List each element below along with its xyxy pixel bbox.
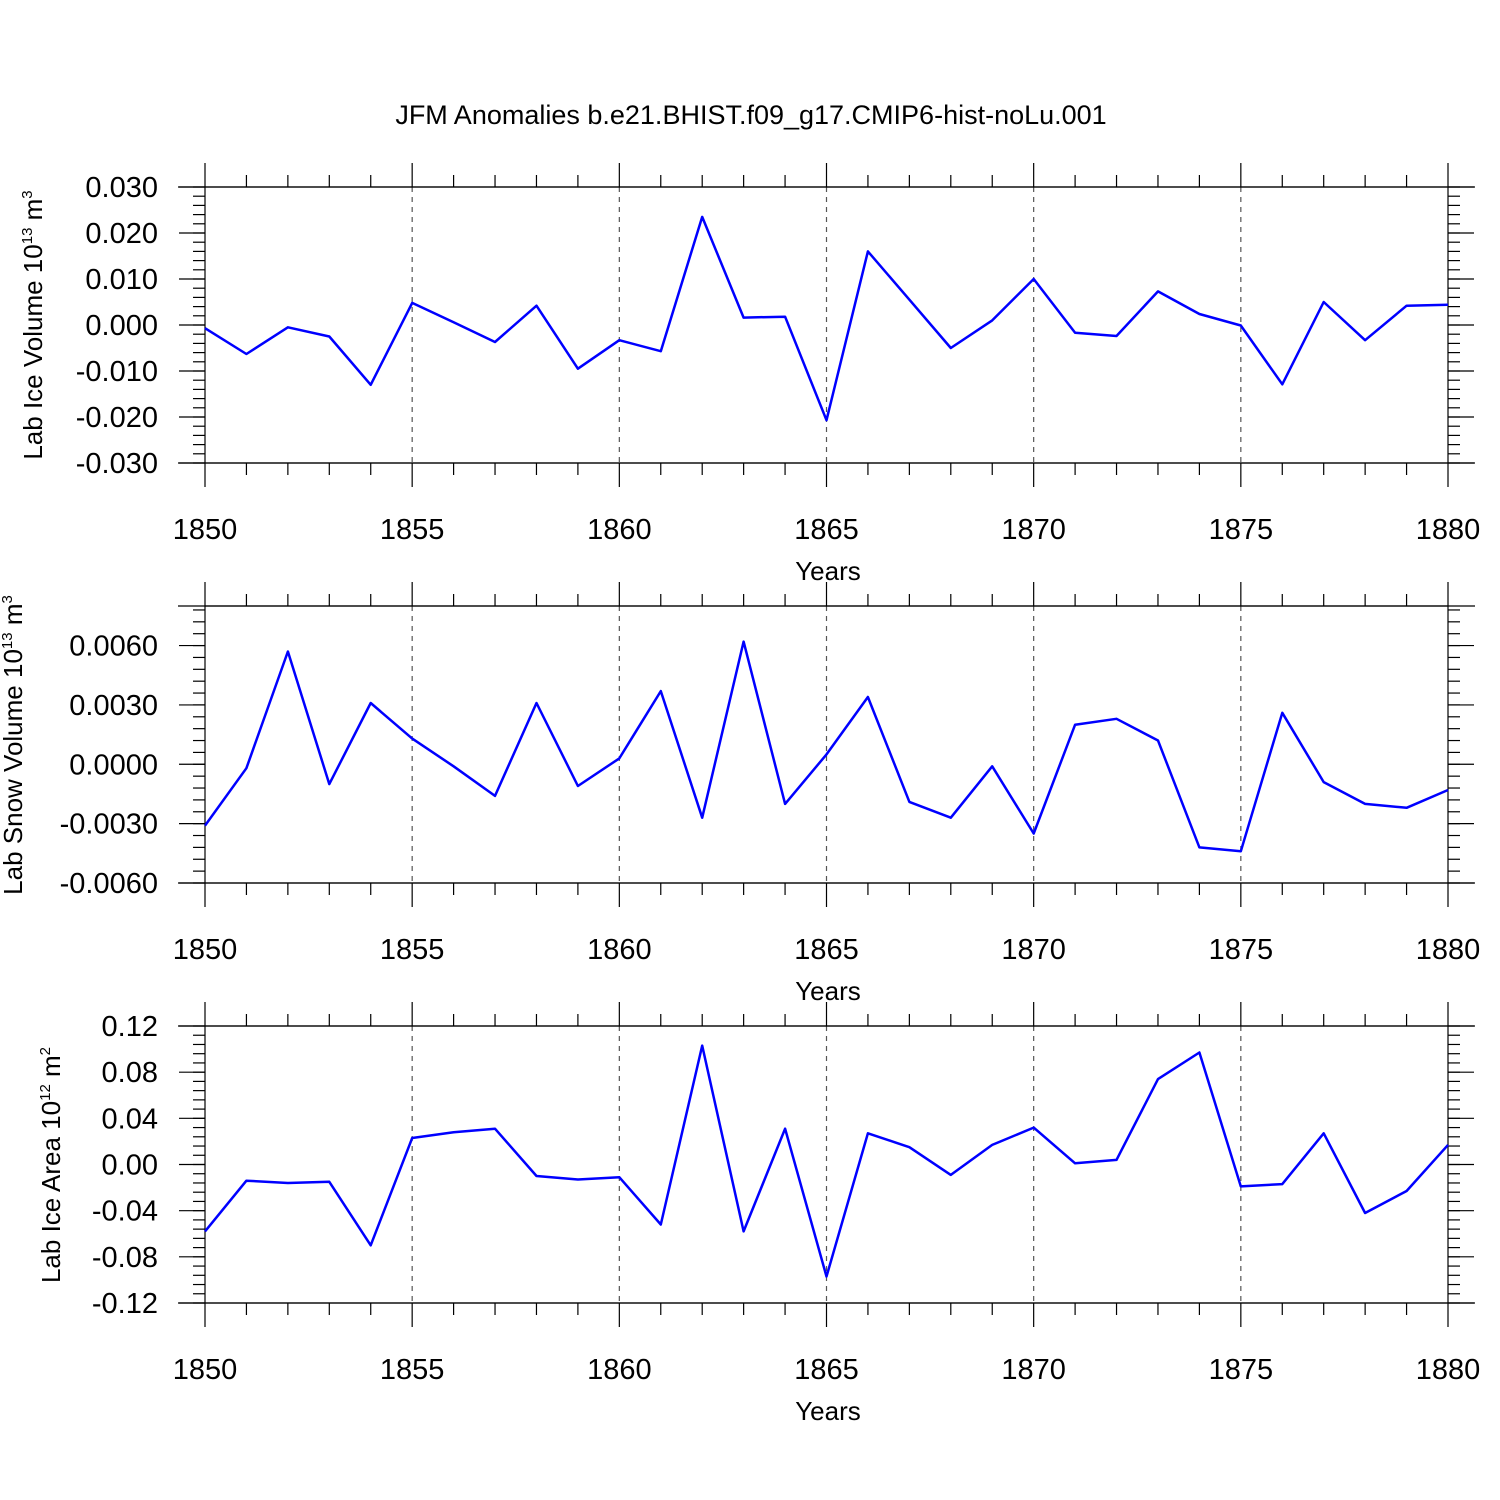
- series-line: [204, 215, 1449, 422]
- x-tick-label: 1865: [794, 514, 859, 546]
- y-tick-label: 0.000: [85, 310, 158, 342]
- x-tick-label: 1880: [1416, 1354, 1481, 1386]
- x-axis-title: Years: [795, 976, 861, 1006]
- y-tick-label: 0.0030: [69, 690, 158, 722]
- x-tick-label: 1880: [1416, 934, 1481, 966]
- y-tick-label: 0.020: [85, 218, 158, 250]
- x-tick-label: 1850: [173, 1354, 238, 1386]
- y-tick-label: -0.0030: [60, 809, 158, 841]
- y-tick-label: -0.04: [92, 1196, 158, 1228]
- y-tick-label: 0.0000: [69, 749, 158, 781]
- x-axis-title: Years: [795, 1396, 861, 1426]
- y-tick-label: 0.010: [85, 264, 158, 296]
- y-tick-label: -0.020: [76, 402, 158, 434]
- x-tick-label: 1855: [380, 934, 445, 966]
- y-tick-label: 0.12: [102, 1011, 158, 1043]
- x-tick-label: 1855: [380, 1354, 445, 1386]
- panel-3: -0.12 -0.08 -0.04 0.00 0.04 0.08 0.12 1850 1855 1…: [36, 1002, 1480, 1426]
- y-tick-label: -0.08: [92, 1242, 158, 1274]
- x-tick-label: 1850: [173, 514, 238, 546]
- series-line: [203, 640, 1449, 853]
- y-tick-label: -0.010: [76, 356, 158, 388]
- x-tick-label: 1870: [1001, 934, 1066, 966]
- y-axis-title: Lab Ice Volume 1013 m3: [18, 190, 48, 459]
- y-tick-label: 0.00: [102, 1150, 158, 1182]
- x-tick-label: 1865: [794, 934, 859, 966]
- x-tick-label: 1855: [380, 514, 445, 546]
- panel-2: -0.0060 -0.0030 0.0000 0.0030 0.0060 1850 1855…: [0, 582, 1480, 1006]
- x-tick-label: 1875: [1209, 934, 1274, 966]
- y-tick-label: 0.04: [102, 1103, 158, 1135]
- x-tick-label: 1860: [587, 934, 652, 966]
- y-axis-title: Lab Ice Area 1012 m2: [36, 1047, 66, 1283]
- series-line: [204, 1044, 1449, 1278]
- figure-title: JFM Anomalies b.e21.BHIST.f09_g17.CMIP6-…: [395, 100, 1106, 130]
- y-tick-label: -0.12: [92, 1288, 158, 1320]
- x-axis-title: Years: [795, 556, 861, 586]
- x-tick-label: 1870: [1001, 514, 1066, 546]
- panel-1: -0.030 -0.020 -0.010 0.000 0.010 0.020 0.030 18…: [18, 163, 1480, 586]
- x-tick-label: 1870: [1001, 1354, 1066, 1386]
- y-tick-label: -0.030: [76, 448, 158, 480]
- x-tick-label: 1875: [1209, 514, 1274, 546]
- x-tick-label: 1860: [587, 1354, 652, 1386]
- x-tick-label: 1850: [173, 934, 238, 966]
- y-tick-label: 0.030: [85, 172, 158, 204]
- x-tick-label: 1865: [794, 1354, 859, 1386]
- y-axis-title: Lab Snow Volume 1013 m3: [0, 595, 28, 895]
- x-tick-label: 1880: [1416, 514, 1481, 546]
- y-tick-label: 0.08: [102, 1057, 158, 1089]
- x-tick-label: 1875: [1209, 1354, 1274, 1386]
- x-tick-label: 1860: [587, 514, 652, 546]
- y-tick-label: -0.0060: [60, 868, 158, 900]
- y-tick-label: 0.0060: [69, 631, 158, 663]
